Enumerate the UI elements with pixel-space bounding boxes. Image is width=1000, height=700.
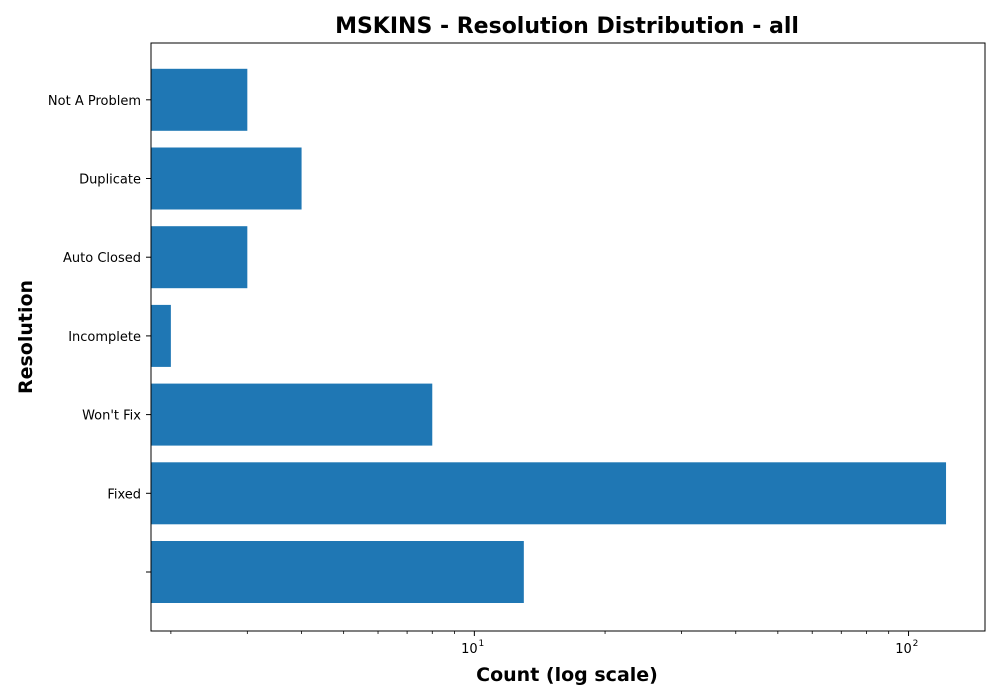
chart-title: MSKINS - Resolution Distribution - all xyxy=(335,14,799,39)
y-tick-label-incomplete: Incomplete xyxy=(68,330,141,345)
bar-not-a-problem xyxy=(151,68,248,131)
y-tick-label-won-t-fix: Won't Fix xyxy=(82,409,141,424)
bar-fixed xyxy=(151,462,947,525)
x-tick-label: 10 xyxy=(895,642,912,657)
bar-duplicate xyxy=(151,147,302,210)
x-tick-label: 10 xyxy=(461,642,478,657)
bar-blank xyxy=(151,541,524,603)
x-tick-label-exponent: 1 xyxy=(478,639,484,649)
x-tick-label-exponent: 2 xyxy=(913,639,919,649)
bar-won-t-fix xyxy=(151,383,433,446)
y-tick-label-auto-closed: Auto Closed xyxy=(63,251,141,266)
y-tick-label-not-a-problem: Not A Problem xyxy=(48,94,141,109)
x-axis-label: Count (log scale) xyxy=(476,664,658,686)
y-axis-label: Resolution xyxy=(15,280,37,394)
bar-incomplete xyxy=(151,304,171,367)
plot-area: Fixed Won't Fix Incomplete Auto Closed Dupli… xyxy=(48,42,986,657)
y-tick-label-fixed: Fixed xyxy=(107,487,141,502)
plot-frame xyxy=(150,42,986,632)
y-tick-label-duplicate: Duplicate xyxy=(79,173,141,188)
bar-auto-closed xyxy=(151,226,248,289)
